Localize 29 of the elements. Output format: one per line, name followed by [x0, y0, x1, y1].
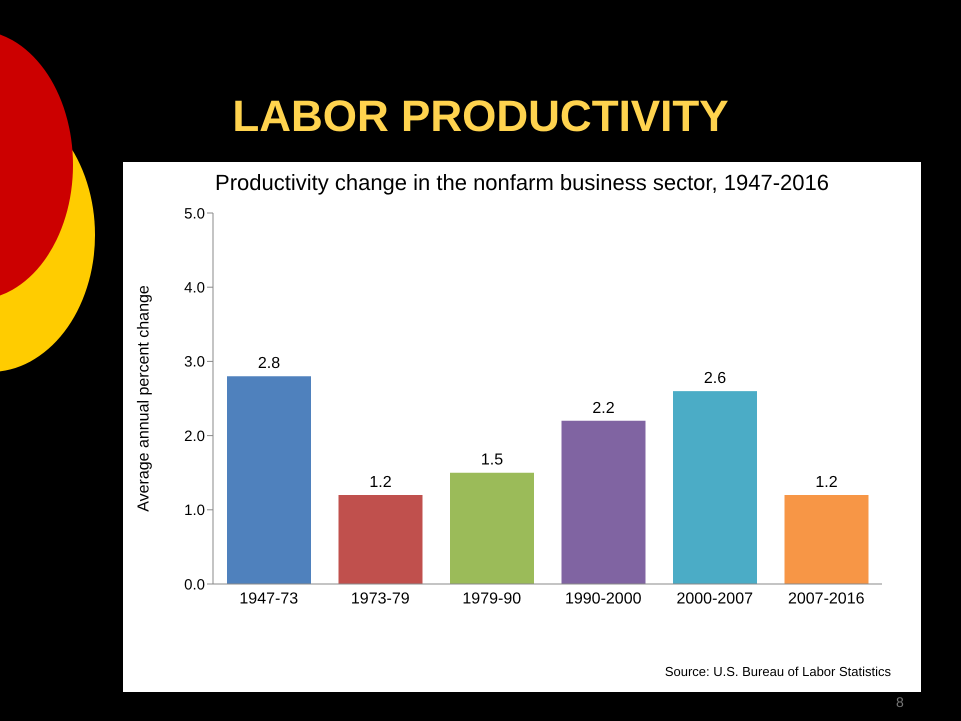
y-tick-label: 0.0 [184, 576, 205, 594]
x-tick-label: 1990-2000 [564, 590, 642, 608]
chart-subtitle: Productivity change in the nonfarm business sector, 1947-2016 [214, 170, 830, 196]
x-tick-label: 2000-2007 [676, 590, 754, 608]
data-label: 1.2 [369, 474, 392, 491]
y-tick-label: 2.0 [184, 428, 205, 445]
x-tick-label: 1979-90 [462, 590, 522, 608]
source-note: Source: U.S. Bureau of Labor Statistics [664, 664, 891, 679]
y-tick-label: 5.0 [184, 205, 205, 222]
chart-title: LABOR PRODUCTIVITY [231, 92, 730, 142]
bar [338, 494, 422, 584]
x-tick-label: 1973-79 [350, 590, 410, 608]
bar [673, 391, 757, 584]
bar [562, 420, 646, 584]
text: 8 [896, 694, 904, 710]
bar [227, 376, 311, 584]
y-tick-label: 4.0 [184, 280, 205, 297]
data-label: 2.6 [704, 370, 726, 388]
x-tick-label: 1947-73 [239, 590, 298, 608]
data-label: 2.2 [592, 400, 615, 417]
bar [450, 472, 534, 584]
bar [784, 494, 868, 584]
data-label: 1.5 [480, 452, 504, 469]
y-tick-label: 3.0 [184, 354, 205, 371]
y-axis-title: Average annual percent change [136, 285, 153, 512]
y-tick-label: 1.0 [184, 502, 205, 520]
data-label: 2.8 [258, 355, 280, 372]
data-label: 1.2 [815, 474, 838, 491]
x-tick-label: 2007-2016 [788, 590, 865, 608]
